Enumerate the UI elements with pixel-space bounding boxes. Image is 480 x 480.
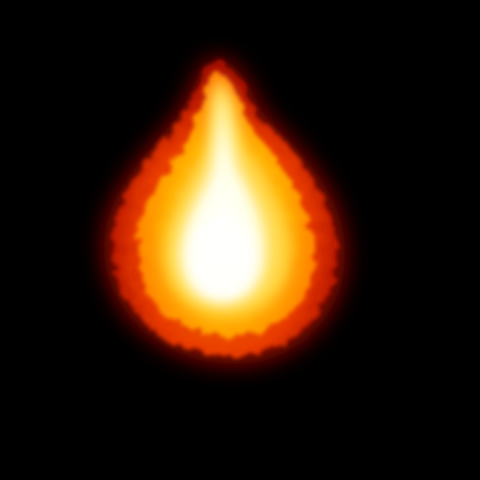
flame-hot-center <box>186 216 258 300</box>
